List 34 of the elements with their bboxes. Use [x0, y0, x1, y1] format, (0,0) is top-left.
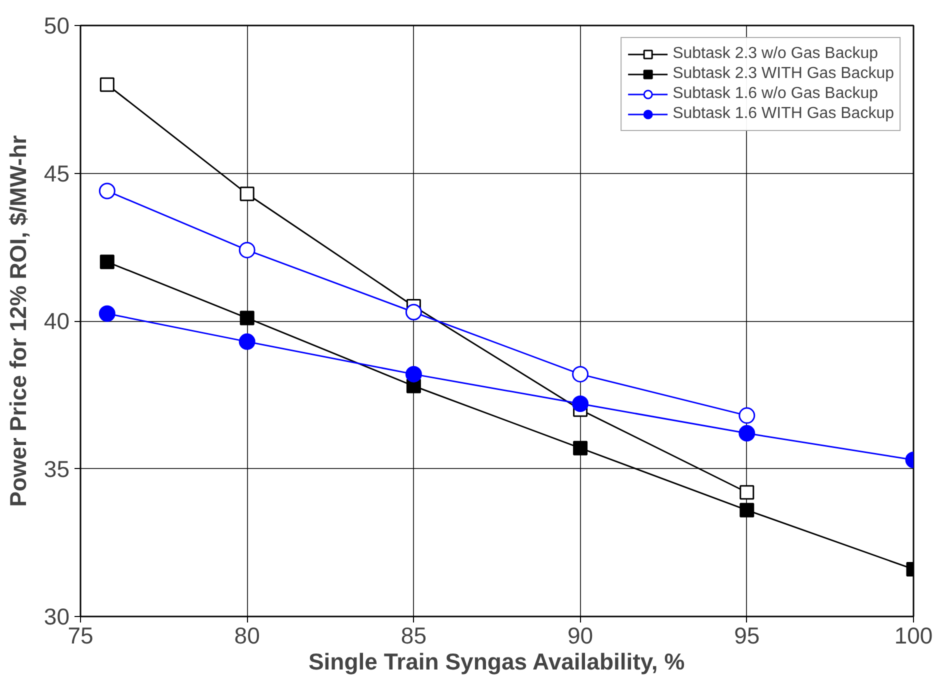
y-tick-label: 35 — [44, 456, 70, 482]
point — [238, 242, 256, 258]
point — [98, 305, 116, 322]
point — [572, 366, 589, 382]
point — [573, 440, 588, 456]
point — [100, 254, 114, 270]
legend-label: Subtask 2.3 WITH Gas Backup — [672, 65, 894, 83]
point — [740, 485, 754, 500]
x-tick-label: 100 — [894, 622, 933, 648]
legend-label: Subtask 1.6 WITH Gas Backup — [672, 105, 894, 123]
point — [238, 333, 256, 350]
point — [738, 425, 756, 442]
x-tick-label: 85 — [400, 622, 426, 648]
x-tick-label: 75 — [68, 622, 94, 648]
point — [405, 304, 422, 320]
legend-label: Subtask 1.6 w/o Gas Backup — [672, 85, 878, 103]
legend-label: Subtask 2.3 w/o Gas Backup — [672, 45, 878, 63]
y-axis-title: Power Price for 12% ROI, $/MW-hr — [4, 135, 31, 507]
point — [405, 366, 422, 382]
point — [738, 407, 756, 424]
y-tick-label: 40 — [44, 308, 70, 334]
x-tick-label: 90 — [568, 622, 594, 648]
x-axis-title: Single Train Syngas Availability, % — [308, 648, 685, 674]
point — [740, 502, 754, 518]
point — [100, 77, 114, 92]
y-tick-label: 30 — [44, 604, 70, 630]
y-tick-label: 45 — [44, 160, 70, 186]
y-tick-label: 50 — [44, 12, 70, 38]
point — [240, 186, 254, 202]
point — [240, 310, 254, 326]
x-tick-label: 95 — [734, 622, 760, 648]
point — [98, 182, 116, 200]
x-tick-label: 80 — [234, 622, 260, 648]
point — [572, 396, 589, 412]
